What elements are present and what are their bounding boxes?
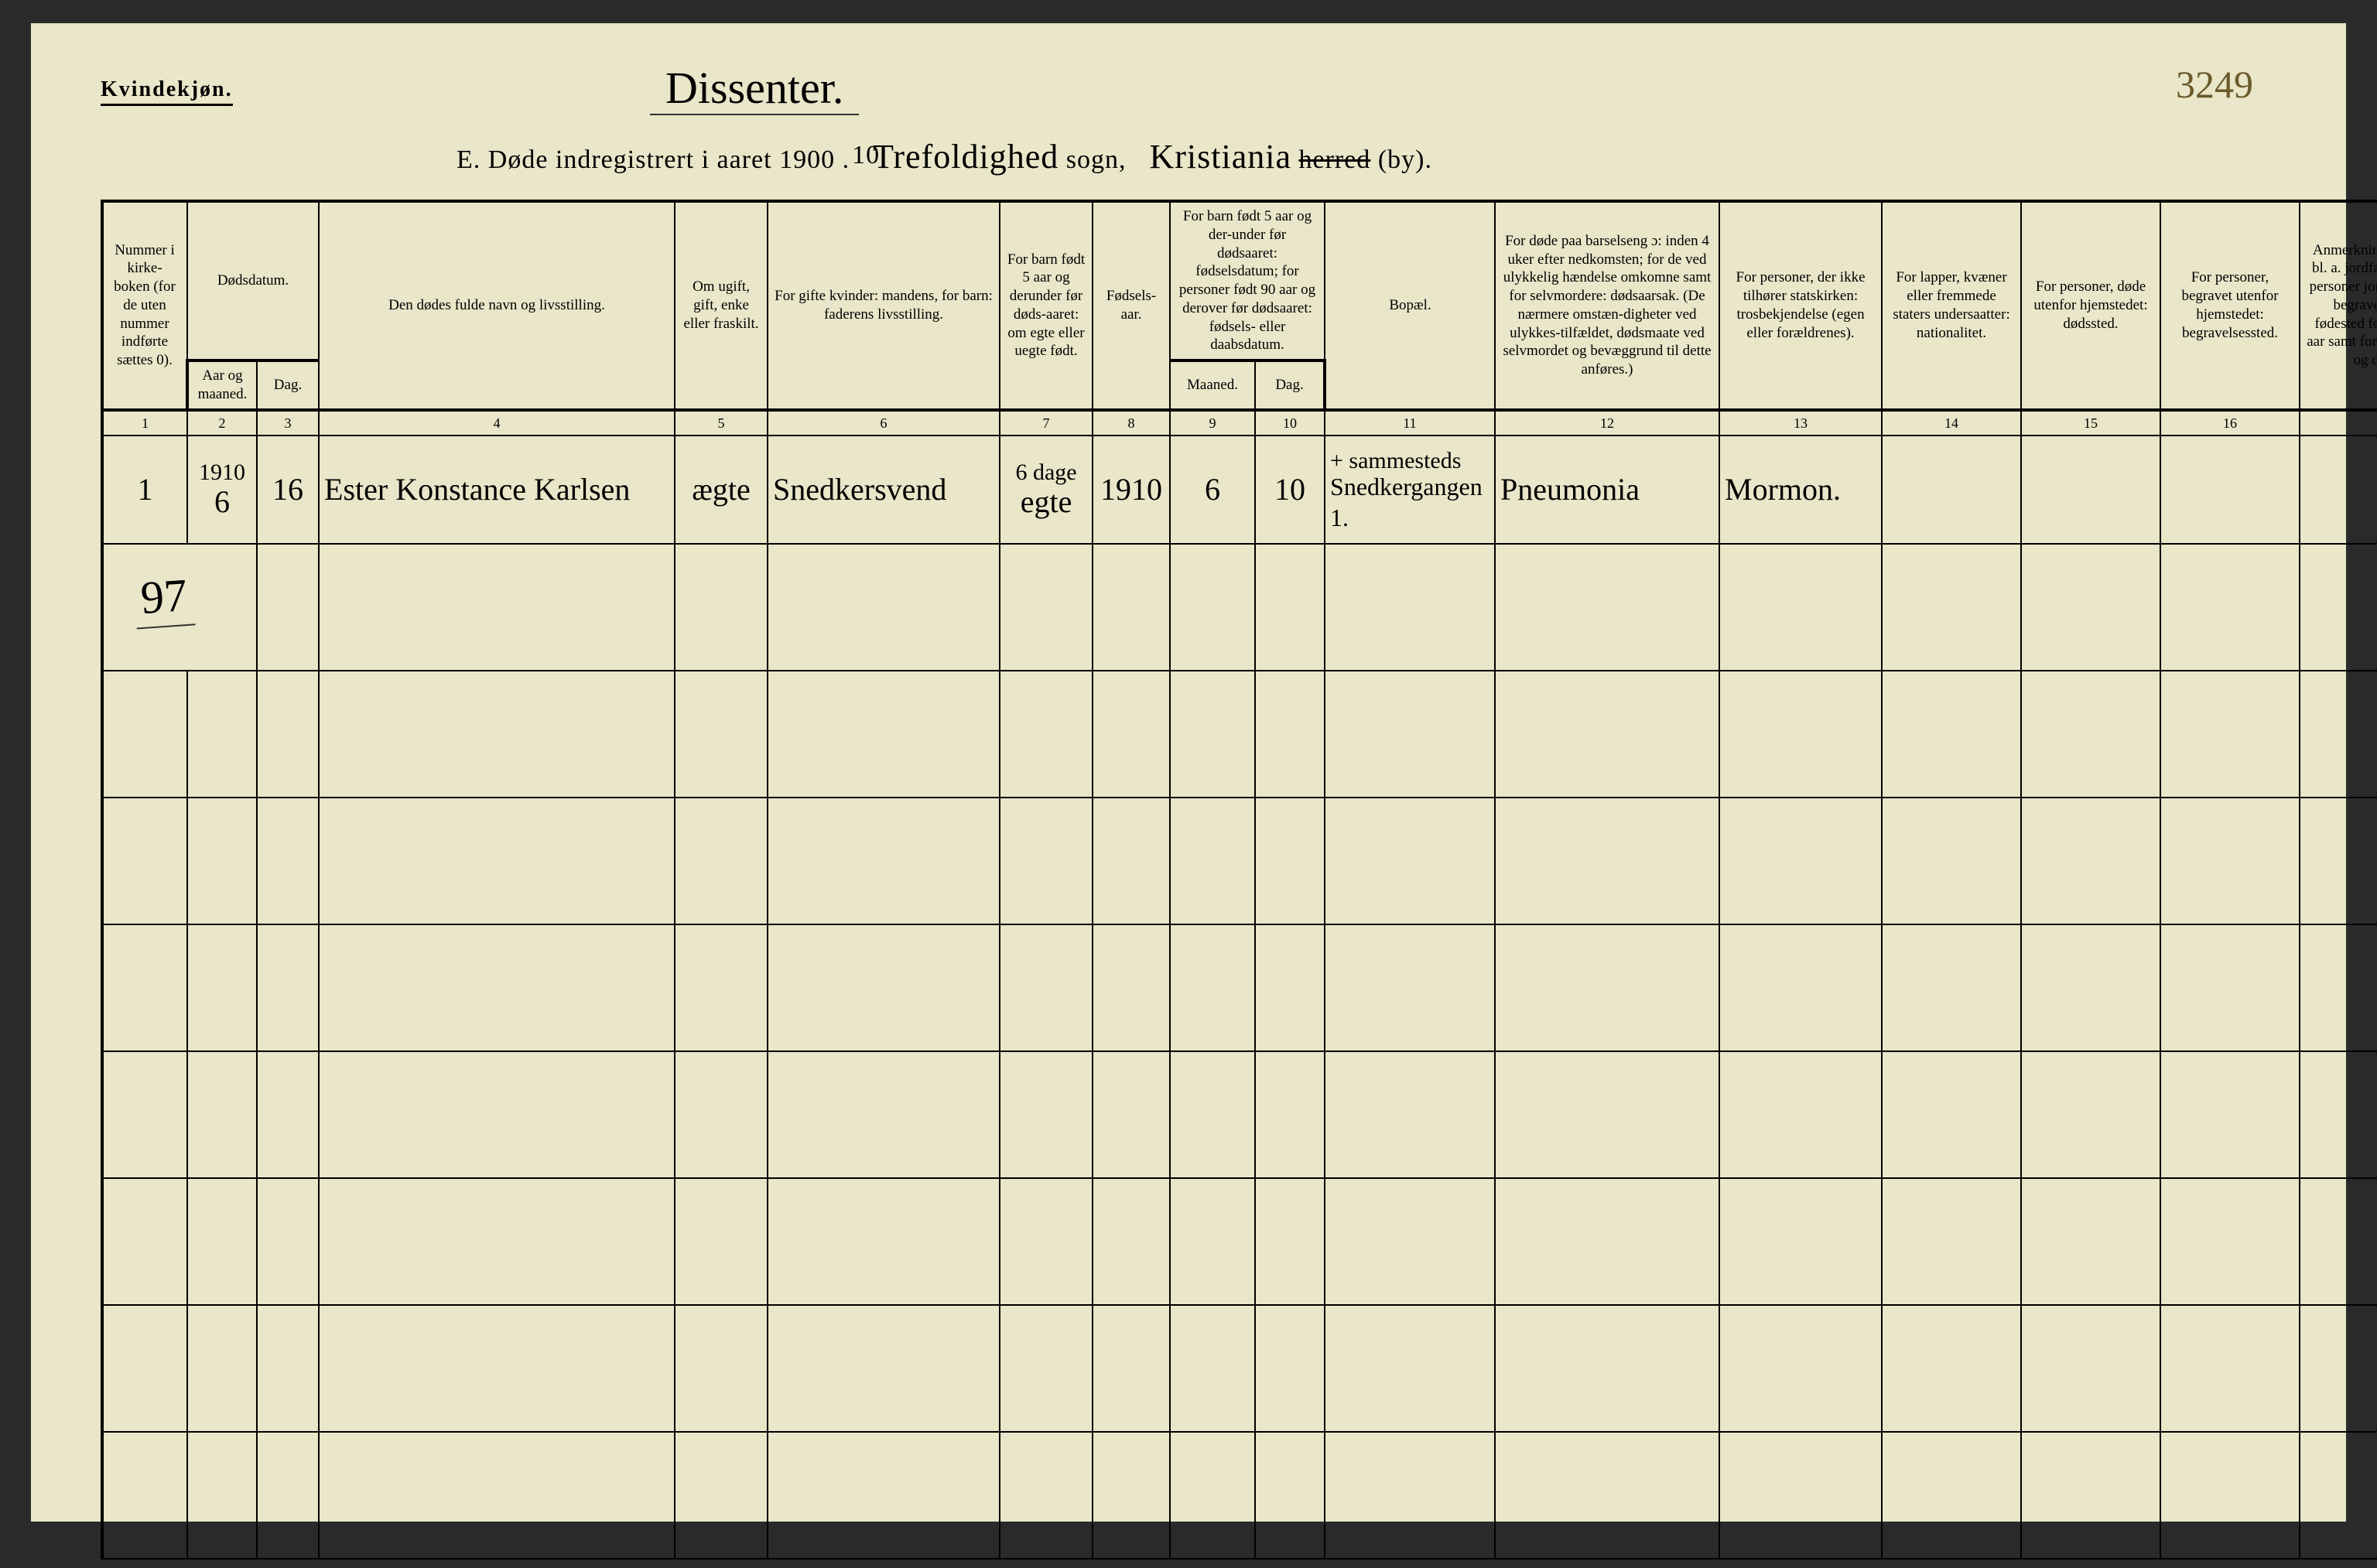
column-numbers: 1 2 3 4 5 6 7 8 9 10 11 12 13 14 15 16 1… (102, 410, 2377, 436)
hdr-11: Bopæl. (1325, 201, 1495, 410)
cell-status: ægte (675, 436, 768, 544)
title-prefix: E. Døde indregistrert i aaret 190010 . (457, 145, 850, 175)
hdr-4: Den dødes fulde navn og livsstilling. (319, 201, 675, 410)
cell-birth-day: 10 (1255, 436, 1325, 544)
cell-month: 1910 6 (187, 436, 257, 544)
cell-num: 1 (102, 436, 187, 544)
cell-bopael: + sammesteds Snedkergangen 1. (1325, 436, 1495, 544)
table-row: 1 1910 6 16 Ester Konstance Karlsen ægte… (102, 436, 2377, 544)
title-year: 0010 (807, 145, 835, 175)
cell-cause: Pneumonia (1495, 436, 1719, 544)
hdr-5: Om ugift, gift, enke eller fraskilt. (675, 201, 768, 410)
hdr-9a: Maaned. (1170, 360, 1255, 410)
table-row (102, 798, 2377, 924)
hdr-15: For personer, døde utenfor hjemstedet: d… (2021, 201, 2160, 410)
hdr-14: For lapper, kvæner eller fremmede stater… (1882, 201, 2021, 410)
cell-nat (1882, 436, 2021, 544)
hdr-13: For personer, der ikke tilhører statskir… (1719, 201, 1882, 410)
top-row: Kvindekjøn. (101, 77, 2292, 106)
cell-birth-year: 1910 (1093, 436, 1170, 544)
hdr-7: For barn født 5 aar og derunder før døds… (1000, 201, 1093, 410)
hdr-12: For døde paa barselseng ɔ: inden 4 uker … (1495, 201, 1719, 410)
hdr-16: For personer, begravet utenfor hjemstede… (2160, 201, 2300, 410)
document-page: Kvindekjøn. Dissenter. 3249 E. Døde indr… (31, 23, 2346, 1522)
cell-legit: 6 dage egte (1000, 436, 1093, 544)
table-row (102, 924, 2377, 1051)
title-row: E. Døde indregistrert i aaret 190010 . T… (457, 137, 2292, 176)
table-row (102, 1432, 2377, 1559)
hdr-2: Dødsdatum. (187, 201, 319, 360)
gender-heading: Kvindekjøn. (101, 77, 233, 106)
cell-faith: Mormon. (1719, 436, 1882, 544)
hdr-8: Fødsels- aar. (1093, 201, 1170, 410)
hdr-9b: Dag. (1255, 360, 1325, 410)
table-row: 97 (102, 544, 2377, 671)
hdr-9: For barn født 5 aar og der-under før død… (1170, 201, 1325, 360)
cell-day: 16 (257, 436, 319, 544)
margin-note: 97 (102, 544, 257, 671)
dissenter-heading: Dissenter. (650, 62, 859, 115)
table-row (102, 671, 2377, 798)
cell-deathplace (2021, 436, 2160, 544)
hdr-17: Anmerkninger. (Herunder bl. a. jordfæste… (2300, 201, 2377, 410)
cell-burial (2160, 436, 2300, 544)
page-number: 3249 (2176, 62, 2253, 107)
hdr-2a: Aar og maaned. (187, 360, 257, 410)
table-header: Nummer i kirke-boken (for de uten nummer… (102, 201, 2377, 436)
hdr-2b: Dag. (257, 360, 319, 410)
table-row (102, 1051, 2377, 1178)
sogn: Trefoldighed sogn, (873, 137, 1126, 176)
ledger-table: Nummer i kirke-boken (for de uten nummer… (101, 200, 2377, 1559)
cell-remarks (2300, 436, 2377, 544)
cell-name: Ester Konstance Karlsen (319, 436, 675, 544)
by: Kristiania herred (by). (1149, 137, 1432, 176)
hdr-1: Nummer i kirke-boken (for de uten nummer… (102, 201, 187, 410)
hdr-6: For gifte kvinder: mandens, for barn: fa… (768, 201, 1000, 410)
cell-birth-month: 6 (1170, 436, 1255, 544)
cell-father: Snedkersvend (768, 436, 1000, 544)
table-row (102, 1178, 2377, 1305)
table-row (102, 1305, 2377, 1432)
